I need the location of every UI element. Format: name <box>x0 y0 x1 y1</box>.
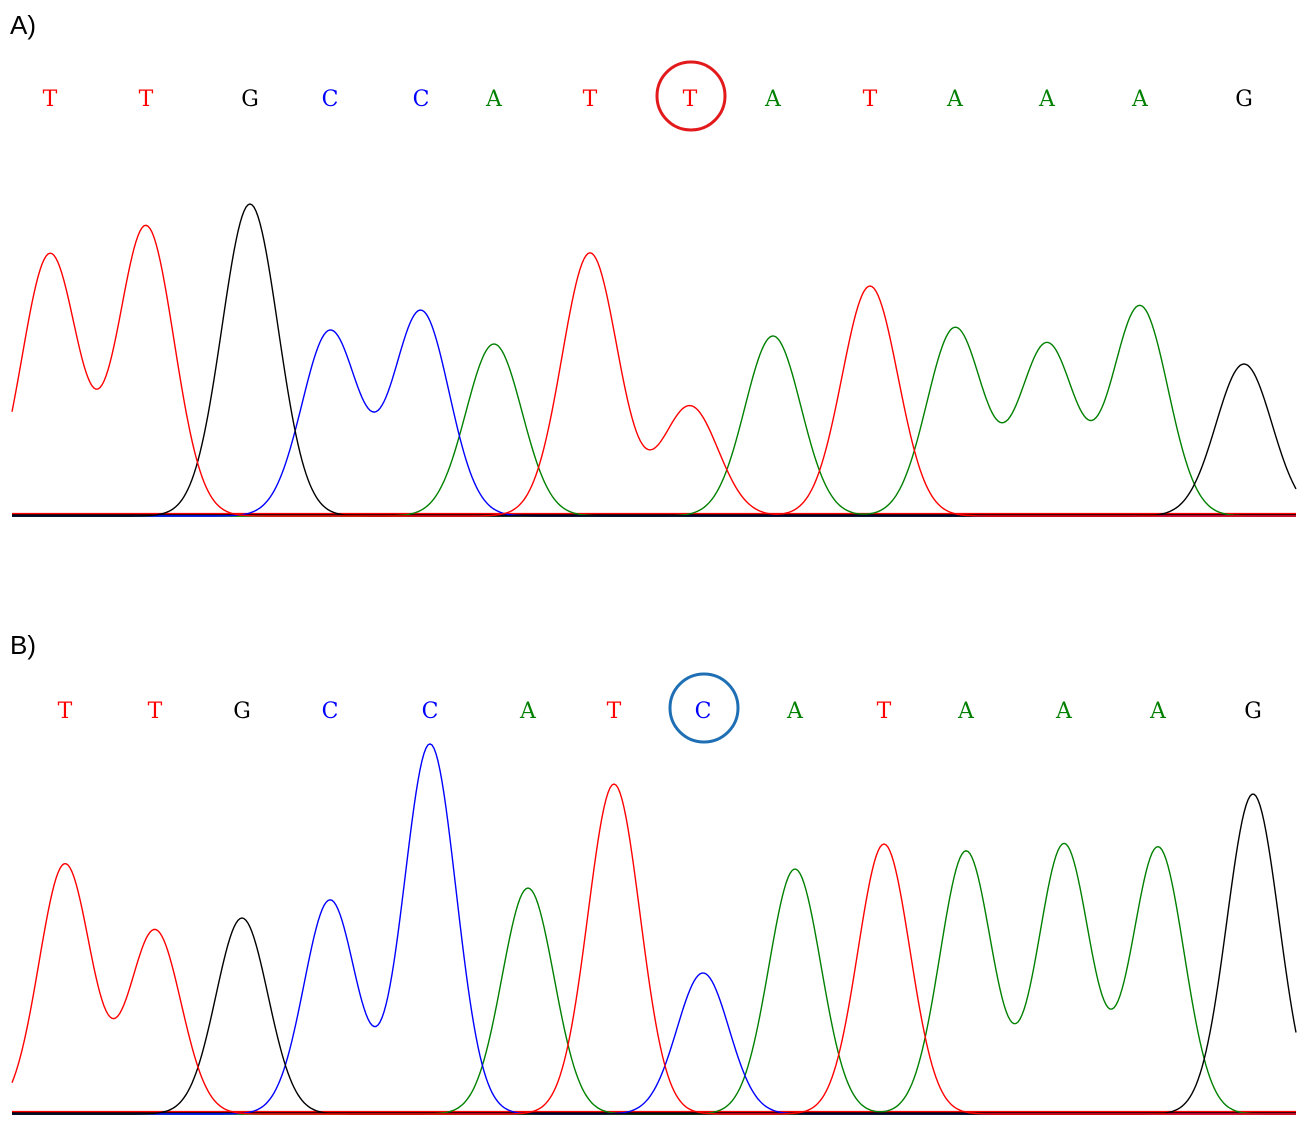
trace-C <box>12 743 1296 1115</box>
base-call-12: A <box>1038 87 1056 112</box>
base-call-13: A <box>1149 699 1167 724</box>
base-call-14: G <box>1244 699 1262 724</box>
trace-T <box>11 224 1296 517</box>
base-call-2: T <box>139 87 154 112</box>
trace-T <box>11 783 1296 1115</box>
panel-label-b: B) <box>10 630 36 660</box>
base-call-1: T <box>43 87 58 112</box>
base-call-11: A <box>957 699 975 724</box>
base-call-8: C <box>695 699 712 724</box>
base-call-10: T <box>863 87 878 112</box>
base-call-7: T <box>583 87 598 112</box>
variant-highlight-circle <box>668 672 740 744</box>
trace-A <box>12 842 1296 1115</box>
base-call-5: C <box>413 87 430 112</box>
base-call-7: T <box>607 699 622 724</box>
base-call-4: C <box>322 699 339 724</box>
base-call-3: G <box>241 87 259 112</box>
base-call-13: A <box>1131 87 1149 112</box>
base-call-3: G <box>233 699 251 724</box>
base-call-4: C <box>322 87 339 112</box>
base-call-11: A <box>946 87 964 112</box>
base-call-6: A <box>519 699 537 724</box>
base-call-8: T <box>683 87 698 112</box>
variant-highlight-circle <box>655 60 727 132</box>
base-call-2: T <box>148 699 163 724</box>
base-call-5: C <box>422 699 439 724</box>
panel-label-a: A) <box>10 10 36 40</box>
base-call-12: A <box>1055 699 1073 724</box>
base-call-14: G <box>1235 87 1253 112</box>
trace-G <box>12 793 1297 1115</box>
base-call-9: A <box>764 87 782 112</box>
base-call-1: T <box>58 699 73 724</box>
base-call-10: T <box>877 699 892 724</box>
base-call-9: A <box>786 699 804 724</box>
base-call-6: A <box>485 87 503 112</box>
